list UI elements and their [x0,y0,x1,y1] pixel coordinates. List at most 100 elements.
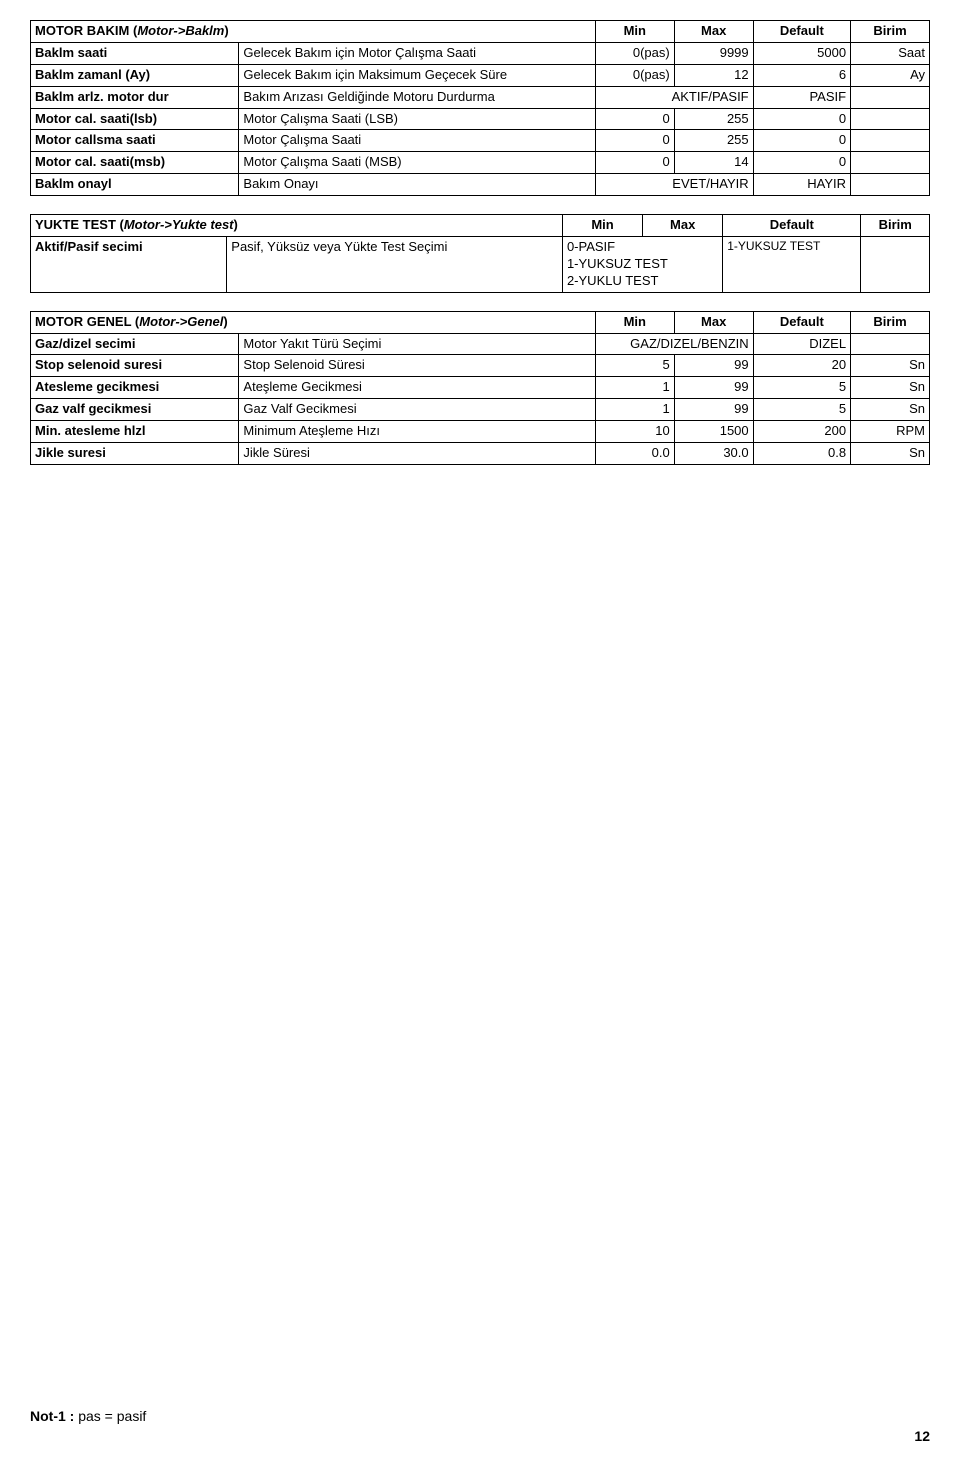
title-prefix: MOTOR GENEL ( [35,314,139,329]
param-label: Motor callsma saati [31,130,239,152]
cell-default: 0 [753,152,850,174]
col-default: Default [723,215,861,237]
col-min: Min [562,215,642,237]
table-row: Baklm onayl Bakım Onayı EVET/HAYIR HAYIR [31,174,930,196]
col-unit: Birim [851,311,930,333]
cell-default: 6 [753,64,850,86]
cell-unit: Ay [851,64,930,86]
page-number: 12 [914,1428,930,1444]
table-row: Baklm arlz. motor dur Bakım Arızası Geld… [31,86,930,108]
cell-min: 0.0 [595,443,674,465]
title-italic: Motor->Baklm [137,23,224,38]
section-title: MOTOR GENEL (Motor->Genel) [31,311,596,333]
col-max: Max [674,311,753,333]
table-header-row: YUKTE TEST (Motor->Yukte test) Min Max D… [31,215,930,237]
table-row: Gaz valf gecikmesi Gaz Valf Gecikmesi 1 … [31,399,930,421]
cell-default: 5000 [753,42,850,64]
col-default: Default [753,21,850,43]
param-label: Baklm onayl [31,174,239,196]
cell-default: 5 [753,377,850,399]
table-row: Motor callsma saati Motor Çalışma Saati … [31,130,930,152]
param-label: Atesleme gecikmesi [31,377,239,399]
title-suffix: ) [234,217,238,232]
col-max: Max [643,215,723,237]
col-max: Max [674,21,753,43]
param-label: Aktif/Pasif secimi [31,237,227,293]
title-suffix: ) [223,314,227,329]
col-min: Min [595,21,674,43]
param-label: Jikle suresi [31,443,239,465]
cell-default: 5 [753,399,850,421]
cell-unit [851,108,930,130]
cell-max: 255 [674,130,753,152]
cell-max: 1500 [674,421,753,443]
cell-max: 99 [674,399,753,421]
param-label: Baklm zamanl (Ay) [31,64,239,86]
cell-unit: Sn [851,399,930,421]
cell-default: DIZEL [753,333,850,355]
table-row: Motor cal. saati(msb) Motor Çalışma Saat… [31,152,930,174]
table-row: Baklm zamanl (Ay) Gelecek Bakım için Mak… [31,64,930,86]
param-label: Baklm arlz. motor dur [31,86,239,108]
param-desc: Pasif, Yüksüz veya Yükte Test Seçimi [227,237,563,293]
param-desc: Ateşleme Gecikmesi [239,377,595,399]
cell-unit [861,237,930,293]
col-unit: Birim [861,215,930,237]
param-desc: Gelecek Bakım için Maksimum Geçecek Süre [239,64,595,86]
cell-max: 12 [674,64,753,86]
cell-unit: Sn [851,377,930,399]
cell-default: 0 [753,130,850,152]
section-title: YUKTE TEST (Motor->Yukte test) [31,215,563,237]
cell-min: 0(pas) [595,42,674,64]
cell-default: 1-YUKSUZ TEST [723,237,861,293]
param-desc: Bakım Arızası Geldiğinde Motoru Durdurma [239,86,595,108]
cell-options: 0-PASIF 1-YUKSUZ TEST 2-YUKLU TEST [562,237,722,293]
cell-default: 20 [753,355,850,377]
cell-max: 99 [674,355,753,377]
cell-unit [851,86,930,108]
param-desc: Motor Çalışma Saati [239,130,595,152]
cell-unit [851,174,930,196]
table-yukte-test: YUKTE TEST (Motor->Yukte test) Min Max D… [30,214,930,293]
cell-unit: Saat [851,42,930,64]
table-row: Min. atesleme hlzl Minimum Ateşleme Hızı… [31,421,930,443]
cell-min: 0 [595,152,674,174]
table-row: Atesleme gecikmesi Ateşleme Gecikmesi 1 … [31,377,930,399]
cell-min: 1 [595,377,674,399]
cell-default: 200 [753,421,850,443]
title-italic: Motor->Yukte test [124,217,234,232]
param-desc: Gaz Valf Gecikmesi [239,399,595,421]
cell-default: 0 [753,108,850,130]
param-desc: Stop Selenoid Süresi [239,355,595,377]
param-desc: Gelecek Bakım için Motor Çalışma Saati [239,42,595,64]
param-desc: Minimum Ateşleme Hızı [239,421,595,443]
table-row: Motor cal. saati(lsb) Motor Çalışma Saat… [31,108,930,130]
col-default: Default [753,311,850,333]
table-row: Baklm saati Gelecek Bakım için Motor Çal… [31,42,930,64]
param-label: Motor cal. saati(lsb) [31,108,239,130]
cell-unit [851,333,930,355]
table-row: Gaz/dizel secimi Motor Yakıt Türü Seçimi… [31,333,930,355]
table-header-row: MOTOR GENEL (Motor->Genel) Min Max Defau… [31,311,930,333]
col-unit: Birim [851,21,930,43]
param-desc: Jikle Süresi [239,443,595,465]
table-row: Aktif/Pasif secimi Pasif, Yüksüz veya Yü… [31,237,930,293]
cell-unit [851,130,930,152]
cell-default: HAYIR [753,174,850,196]
table-row: Stop selenoid suresi Stop Selenoid Süres… [31,355,930,377]
cell-unit: Sn [851,443,930,465]
cell-unit: Sn [851,355,930,377]
cell-minmax: EVET/HAYIR [595,174,753,196]
param-label: Gaz valf gecikmesi [31,399,239,421]
table-header-row: MOTOR BAKIM (Motor->Baklm) Min Max Defau… [31,21,930,43]
cell-min: 5 [595,355,674,377]
cell-unit: RPM [851,421,930,443]
footnote: Not-1 : pas = pasif [30,1408,146,1424]
footnote-label: Not-1 : [30,1408,78,1424]
cell-max: 99 [674,377,753,399]
param-label: Baklm saati [31,42,239,64]
cell-max: 30.0 [674,443,753,465]
table-motor-bakim: MOTOR BAKIM (Motor->Baklm) Min Max Defau… [30,20,930,196]
title-suffix: ) [224,23,228,38]
cell-min: 0 [595,130,674,152]
